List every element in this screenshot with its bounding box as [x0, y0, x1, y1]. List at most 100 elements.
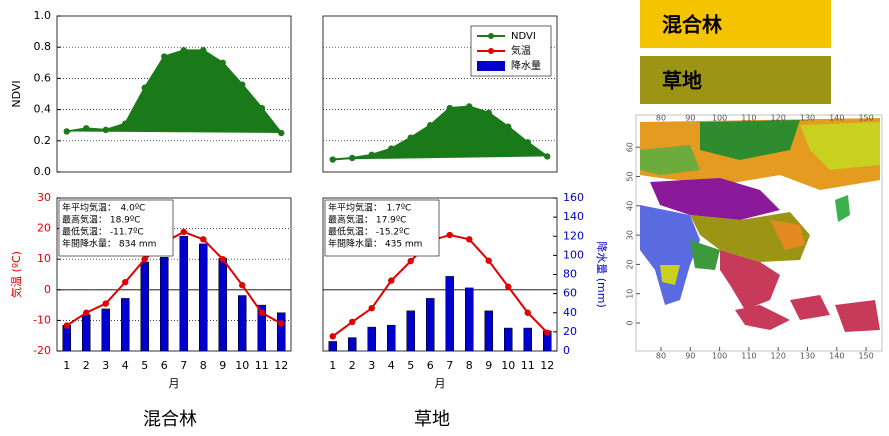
data-point — [408, 258, 414, 264]
data-point — [200, 236, 206, 242]
bar — [180, 236, 188, 351]
x-tick-label: 12 — [540, 359, 554, 372]
map-x-label: 130 — [800, 114, 815, 123]
data-point — [330, 333, 336, 339]
data-point — [278, 130, 284, 136]
y-tick-label: 20 — [37, 222, 51, 235]
legend-label: 気温 — [511, 44, 531, 57]
data-point — [408, 134, 414, 140]
map-x-label: 120 — [771, 352, 786, 361]
map-x-label: 100 — [712, 114, 727, 123]
data-point — [259, 310, 265, 316]
x-tick-label: 7 — [446, 359, 453, 372]
map-image — [636, 115, 882, 351]
map-y-label: 20 — [626, 259, 635, 269]
map-y-label: 30 — [626, 230, 635, 240]
data-point — [220, 256, 226, 262]
bar — [82, 315, 90, 351]
x-tick-label: 6 — [161, 359, 168, 372]
x-tick-label: 9 — [219, 359, 226, 372]
x-tick-label: 11 — [255, 359, 269, 372]
bar — [219, 258, 227, 351]
bar — [141, 262, 149, 351]
data-point — [388, 145, 394, 151]
data-point — [369, 152, 375, 158]
x-tick-label: 4 — [122, 359, 129, 372]
data-point — [486, 258, 492, 264]
data-point — [103, 300, 109, 306]
bar — [407, 311, 415, 351]
y-tick-label: 0 — [44, 283, 51, 296]
map-y-label: 0 — [626, 320, 635, 325]
bar — [446, 276, 454, 351]
bar — [485, 311, 493, 351]
data-point — [466, 236, 472, 242]
data-point — [64, 322, 70, 328]
legend-label: 降水量 — [511, 59, 541, 72]
legend-swatch — [488, 33, 494, 39]
map-x-label: 100 — [712, 352, 727, 361]
annotation: 最高気温： 17.9ºC — [328, 214, 406, 226]
data-point — [525, 310, 531, 316]
data-point — [447, 105, 453, 111]
bar — [524, 328, 532, 351]
y-axis-label: NDVI — [10, 80, 23, 107]
data-point — [64, 128, 70, 134]
y-tick-label: 0.2 — [34, 134, 52, 147]
bar — [199, 244, 207, 351]
y2-tick-label: 100 — [563, 248, 584, 261]
annotation: 年平均気温： 4.0ºC — [62, 202, 145, 214]
data-point — [349, 319, 355, 325]
data-point — [486, 110, 492, 116]
x-tick-label: 11 — [521, 359, 535, 372]
map-legend-label: 草地 — [662, 69, 702, 93]
data-point — [505, 284, 511, 290]
data-point — [200, 47, 206, 53]
x-tick-label: 1 — [63, 359, 70, 372]
data-point — [447, 232, 453, 238]
data-point — [83, 125, 89, 131]
data-point — [525, 139, 531, 145]
x-tick-label: 10 — [235, 359, 249, 372]
y2-tick-label: 160 — [563, 191, 584, 204]
annotation: 年平均気温： 1.7ºC — [328, 202, 411, 214]
x-tick-label: 6 — [427, 359, 434, 372]
map-x-label: 130 — [800, 352, 815, 361]
x-tick-label: 1 — [329, 359, 336, 372]
x-tick-label: 2 — [83, 359, 90, 372]
bar — [387, 325, 395, 351]
y-axis-label: 気温 (ºC) — [9, 251, 23, 298]
y2-tick-label: 140 — [563, 210, 584, 223]
data-point — [544, 153, 550, 159]
y-tick-label: 30 — [37, 191, 51, 204]
data-point — [103, 127, 109, 133]
data-point — [544, 329, 550, 335]
legend-label: NDVI — [511, 31, 536, 42]
bar — [426, 298, 434, 351]
y-tick-label: 0.4 — [34, 103, 52, 116]
y2-axis-label: 降水量 (mm) — [595, 241, 609, 308]
caption: 混合林 — [143, 409, 197, 430]
bar — [121, 298, 129, 351]
y-tick-label: 0.8 — [34, 40, 52, 53]
x-axis-label: 月 — [169, 377, 180, 390]
x-tick-label: 3 — [368, 359, 375, 372]
map-y-label: 50 — [626, 171, 635, 181]
annotation: 年間降水量： 834 mm — [62, 238, 156, 250]
y-tick-label: 0.0 — [34, 165, 52, 178]
data-point — [142, 85, 148, 91]
bar — [160, 257, 168, 351]
data-point — [388, 277, 394, 283]
bar — [329, 341, 337, 351]
map-y-label: 40 — [626, 201, 635, 211]
data-point — [369, 305, 375, 311]
x-tick-label: 5 — [407, 359, 414, 372]
x-tick-label: 3 — [102, 359, 109, 372]
data-point — [142, 256, 148, 262]
x-tick-label: 7 — [180, 359, 187, 372]
map-x-label: 140 — [829, 352, 844, 361]
annotation: 最低気温： -11.7ºC — [62, 226, 144, 238]
x-tick-label: 8 — [466, 359, 473, 372]
map-x-label: 150 — [858, 352, 873, 361]
legend-swatch — [488, 48, 494, 54]
